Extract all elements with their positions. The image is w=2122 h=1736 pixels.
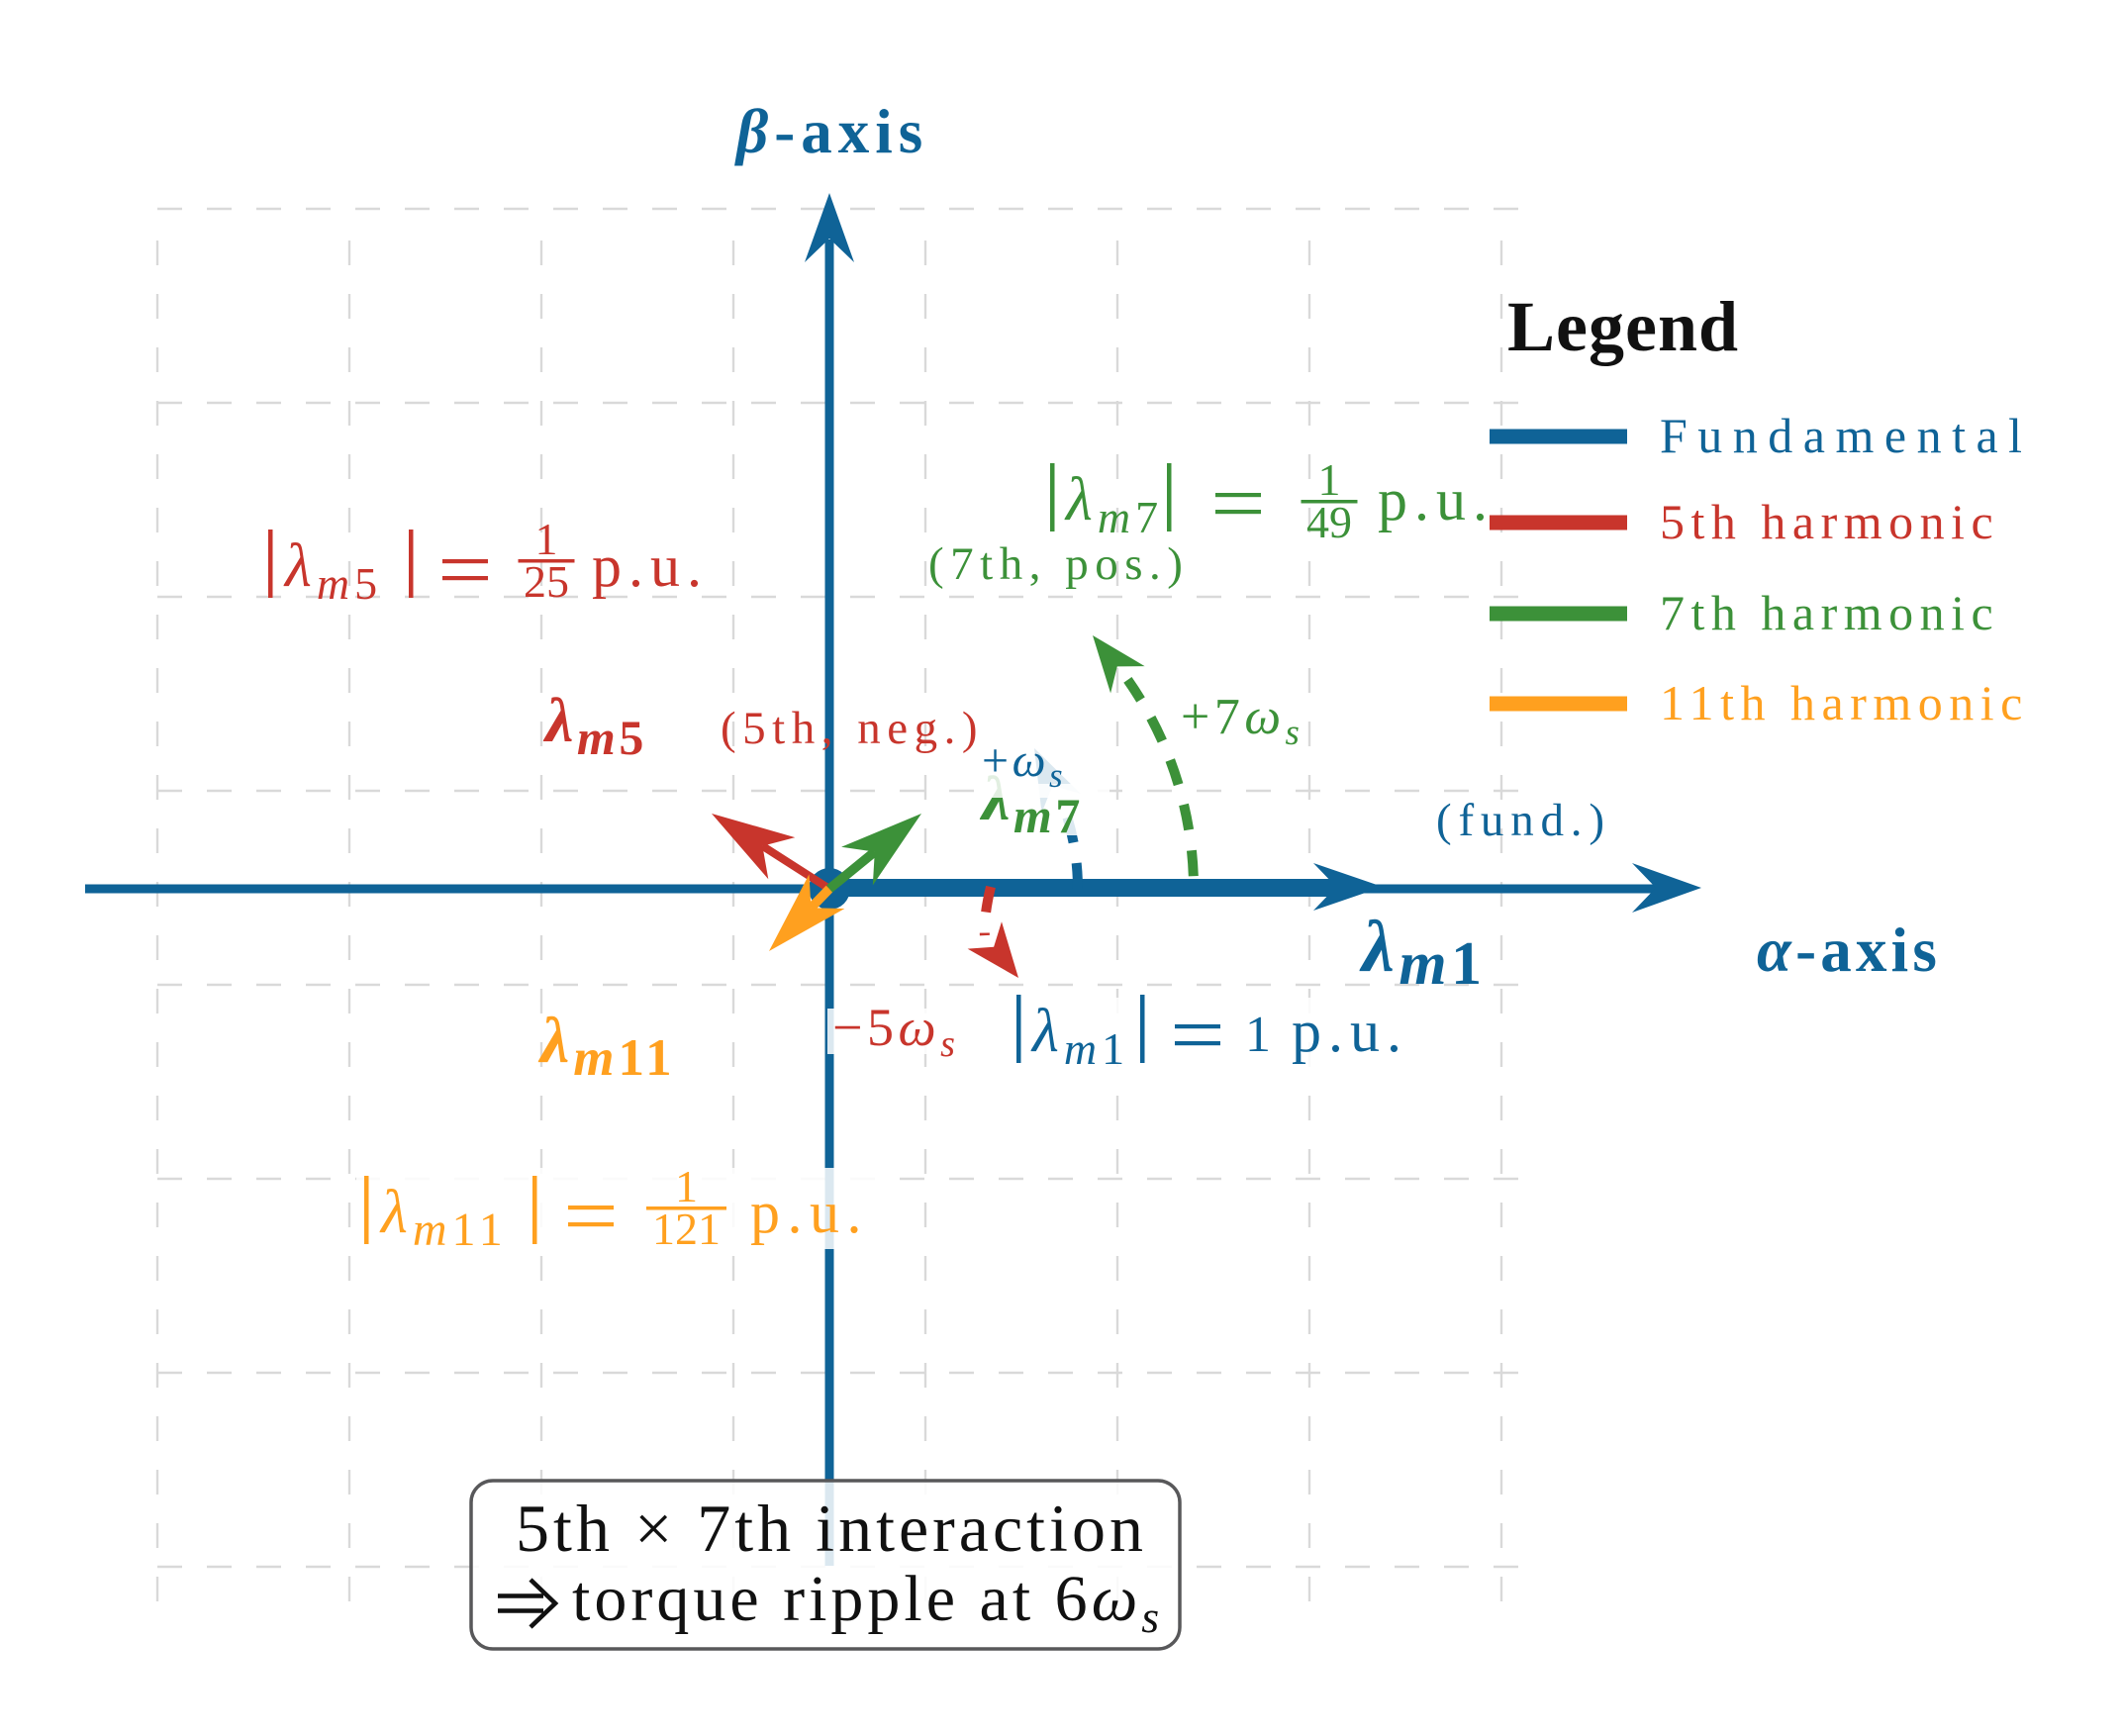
svg-text:λm11: λm11 <box>379 1179 508 1256</box>
svg-text:7th harmonic: 7th harmonic <box>1660 585 1999 640</box>
svg-text:+ωs: +ωs <box>982 734 1066 795</box>
svg-text:p.u.: p.u. <box>1378 467 1495 532</box>
svg-text:torque ripple at 6ωs: torque ripple at 6ωs <box>572 1563 1163 1642</box>
svg-text:121: 121 <box>652 1204 721 1254</box>
svg-text:5th harmonic: 5th harmonic <box>1660 494 1999 549</box>
svg-text:λm5: λm5 <box>283 532 382 609</box>
svg-text:λm7: λm7 <box>1064 466 1163 542</box>
svg-text:p.u.: p.u. <box>592 533 709 599</box>
svg-text:β-axis: β-axis <box>734 97 928 166</box>
svg-text:49: 49 <box>1306 497 1352 547</box>
svg-text:+7ωs: +7ωs <box>1181 689 1303 753</box>
svg-text:(7th, pos.): (7th, pos.) <box>928 538 1189 590</box>
svg-text:1: 1 <box>535 514 558 564</box>
svg-text:(5th, neg.): (5th, neg.) <box>721 703 984 754</box>
svg-text:5th × 7th interaction: 5th × 7th interaction <box>516 1491 1147 1566</box>
svg-text:25: 25 <box>524 556 569 607</box>
svg-text:(fund.): (fund.) <box>1436 795 1611 846</box>
svg-text:λm1: λm1 <box>1030 998 1129 1074</box>
svg-text:−5ωs: −5ωs <box>832 998 959 1065</box>
svg-text:λm1: λm1 <box>1359 907 1487 998</box>
svg-text:11th harmonic: 11th harmonic <box>1660 675 2029 730</box>
svg-text:1: 1 <box>1245 1007 1271 1063</box>
svg-text:α-axis: α-axis <box>1757 916 1941 985</box>
svg-text:p.u.: p.u. <box>750 1180 869 1245</box>
svg-text:λm5: λm5 <box>542 685 647 765</box>
svg-text:λm11: λm11 <box>537 1005 676 1087</box>
svg-text:Fundamental: Fundamental <box>1660 408 2033 463</box>
svg-text:Legend: Legend <box>1507 287 1739 366</box>
svg-text:1: 1 <box>1318 454 1341 505</box>
svg-text:1: 1 <box>675 1161 698 1211</box>
svg-text:p.u.: p.u. <box>1292 999 1408 1064</box>
